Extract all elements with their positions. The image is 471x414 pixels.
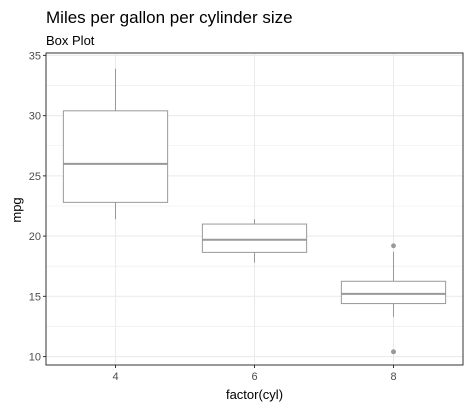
y-tick-label: 15	[29, 291, 41, 303]
x-axis-ticks: 4 6 8	[112, 365, 397, 383]
chart-subtitle: Box Plot	[46, 33, 95, 48]
box-iqr	[201, 223, 308, 253]
outlier-point	[391, 349, 396, 355]
y-tick-label: 30	[29, 111, 41, 123]
outlier-point	[391, 243, 396, 249]
y-tick-label: 35	[29, 50, 41, 62]
box-4	[62, 68, 169, 220]
y-tick-label: 20	[29, 231, 41, 243]
box-iqr	[340, 280, 447, 305]
chart-title: Miles per gallon per cylinder size	[46, 8, 293, 27]
box-iqr	[62, 110, 169, 203]
boxes-layer	[62, 68, 447, 355]
x-axis-label: factor(cyl)	[226, 387, 283, 402]
box-8	[340, 243, 447, 355]
y-axis-ticks: 10 15 20 25 30 35	[29, 50, 46, 364]
x-tick-label: 8	[390, 371, 396, 383]
y-tick-label: 10	[29, 352, 41, 364]
y-axis-label: mpg	[9, 197, 24, 222]
x-tick-label: 4	[112, 371, 118, 383]
box-6	[201, 219, 308, 263]
x-tick-label: 6	[251, 371, 257, 383]
y-tick-label: 25	[29, 171, 41, 183]
grid	[46, 53, 463, 365]
